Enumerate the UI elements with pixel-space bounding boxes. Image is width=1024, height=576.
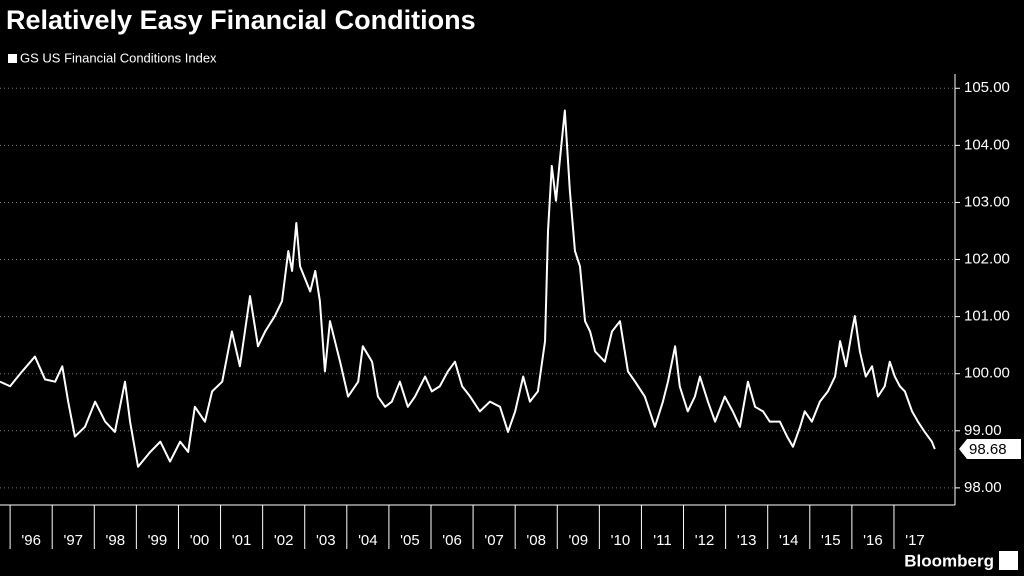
x-tick-label: '00 <box>190 532 210 549</box>
x-tick-label: '16 <box>863 532 883 549</box>
legend-swatch <box>8 54 17 63</box>
x-tick-label: '05 <box>400 532 420 549</box>
y-tick-label: 101.00 <box>964 308 1010 325</box>
x-tick-label: '14 <box>779 532 799 549</box>
chart-title: Relatively Easy Financial Conditions <box>6 5 476 35</box>
y-tick-label: 104.00 <box>964 136 1010 153</box>
y-tick-label: 99.00 <box>964 422 1002 439</box>
series-line <box>0 109 936 468</box>
x-tick-label: '11 <box>653 532 671 549</box>
x-tick-label: '99 <box>148 532 168 549</box>
y-tick-label: 100.00 <box>964 365 1010 382</box>
x-tick-label: '01 <box>232 532 252 549</box>
x-tick-label: '97 <box>63 532 83 549</box>
y-tick-label: 103.00 <box>964 193 1010 210</box>
x-tick-label: '09 <box>569 532 589 549</box>
x-tick-label: '98 <box>106 532 126 549</box>
x-tick-label: '02 <box>274 532 294 549</box>
x-tick-label: '08 <box>526 532 546 549</box>
x-tick-label: '06 <box>442 532 462 549</box>
x-tick-label: '10 <box>611 532 631 549</box>
x-tick-label: '04 <box>358 532 378 549</box>
x-tick-label: '17 <box>905 532 925 549</box>
y-tick-label: 105.00 <box>964 79 1010 96</box>
y-tick-label: 98.00 <box>964 479 1002 496</box>
source-logo <box>999 551 1018 570</box>
x-tick-label: '07 <box>484 532 504 549</box>
x-tick-label: '12 <box>695 532 715 549</box>
legend-label: GS US Financial Conditions Index <box>20 50 217 65</box>
last-value-box <box>959 439 1021 460</box>
x-tick-label: '96 <box>21 532 41 549</box>
source: Bloomberg <box>904 551 994 570</box>
y-tick-label: 102.00 <box>964 250 1010 267</box>
last-value-label: 98.68 <box>969 441 1007 458</box>
x-tick-label: '03 <box>316 532 336 549</box>
x-tick-label: '15 <box>821 532 841 549</box>
x-tick-label: '13 <box>737 532 757 549</box>
